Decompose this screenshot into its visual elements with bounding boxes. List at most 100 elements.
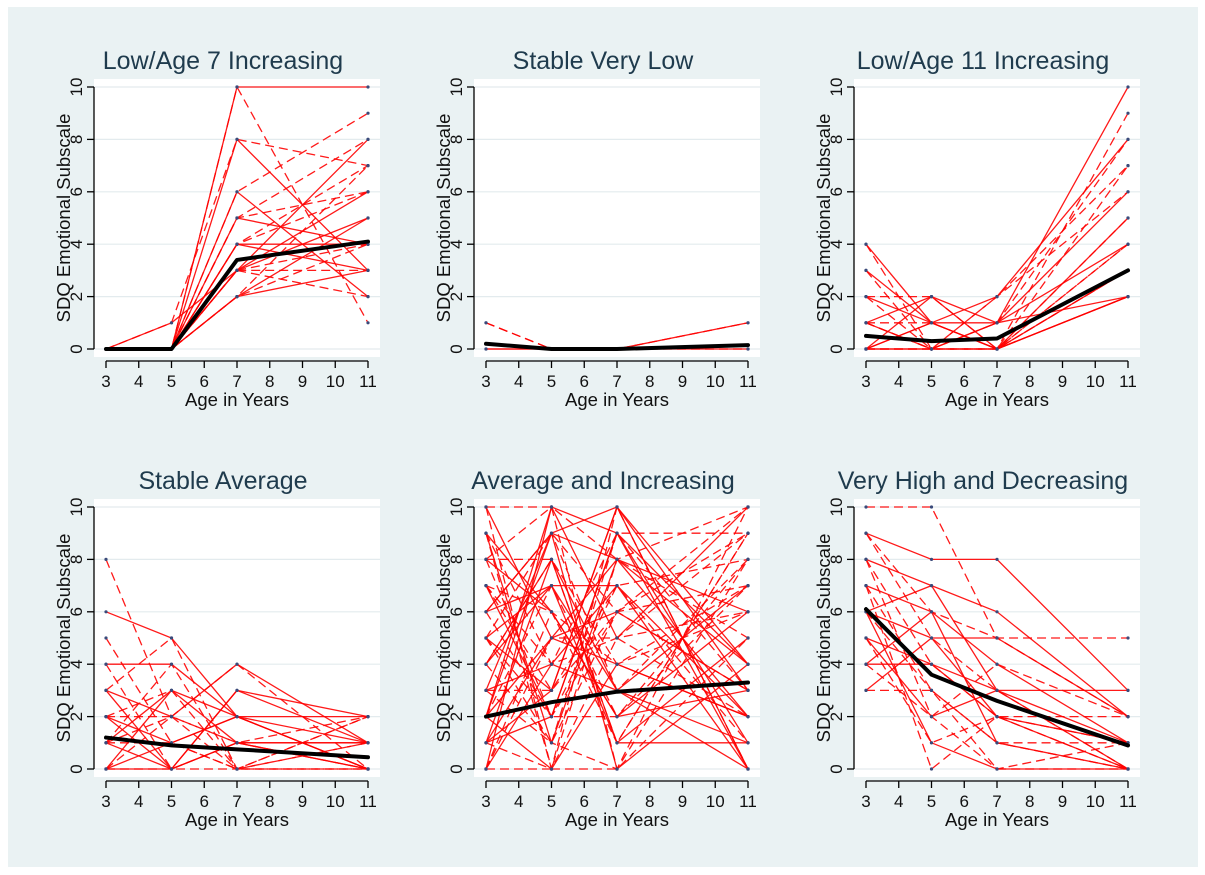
- individual-trajectory-line: [485, 533, 749, 771]
- individual-point: [169, 321, 174, 325]
- y-tick-label: 0: [827, 764, 846, 773]
- individual-point: [1126, 295, 1130, 299]
- individual-point: [864, 242, 868, 246]
- panel-title: Low/Age 11 Increasing: [857, 47, 1109, 75]
- individual-trajectory-line: [865, 611, 1128, 770]
- y-tick-label: 10: [447, 78, 466, 97]
- x-tick-label: 5: [167, 792, 176, 811]
- individual-point: [169, 636, 174, 640]
- y-tick-label: 10: [447, 498, 466, 517]
- individual-point: [995, 688, 999, 693]
- individual-point: [484, 688, 488, 693]
- individual-point: [549, 505, 554, 509]
- x-tick-label: 5: [547, 792, 556, 811]
- panel-2: Stable Very Low 0 2 4 6 8 10 3 4 5 6 7 8 9 10 11 Age in …: [433, 47, 760, 410]
- x-tick-label: 7: [612, 372, 621, 391]
- individual-point: [864, 531, 868, 535]
- individual-trajectory-line: [865, 243, 1129, 324]
- individual-point: [995, 347, 999, 351]
- mean-trajectory-line: [484, 341, 750, 351]
- individual-point: [366, 85, 370, 89]
- y-tick-label: 0: [67, 344, 86, 353]
- individual-point: [1126, 137, 1130, 141]
- panel-6: Very High and Decreasing 0 2 4 6 8 10 3 4 5 6 7 8 9 10…: [813, 467, 1140, 830]
- individual-point: [1126, 688, 1130, 693]
- y-tick-label: 0: [67, 764, 86, 773]
- x-tick-label: 11: [359, 372, 377, 391]
- individual-point: [549, 715, 554, 719]
- x-tick-label: 9: [1058, 792, 1067, 811]
- y-tick-label: 6: [447, 607, 466, 616]
- individual-point: [366, 216, 370, 220]
- individual-point: [549, 557, 554, 562]
- individual-point: [746, 505, 750, 509]
- individual-point: [235, 662, 239, 666]
- individual-point: [929, 636, 934, 640]
- y-tick-label: 2: [827, 292, 846, 301]
- individual-point: [615, 531, 619, 535]
- individual-trajectory-line: [486, 558, 749, 666]
- individual-point: [995, 767, 999, 771]
- individual-point: [1126, 715, 1130, 719]
- y-tick-label: 6: [67, 187, 86, 196]
- individual-point: [746, 636, 750, 640]
- panel-5: Average and Increasing 0 2 4 6 8 10 3 4 5 6 7 8 9 10 11…: [433, 467, 760, 830]
- individual-point: [366, 190, 370, 194]
- individual-point: [484, 347, 488, 351]
- individual-point: [746, 767, 750, 771]
- x-tick-label: 6: [580, 792, 589, 811]
- y-tick-label: 10: [67, 78, 86, 97]
- individual-point: [235, 137, 239, 141]
- y-tick-label: 0: [447, 344, 466, 353]
- x-tick-label: 10: [326, 372, 345, 391]
- individual-point: [995, 662, 999, 666]
- plot-area: [474, 79, 760, 357]
- individual-point: [366, 111, 370, 115]
- x-tick-label: 11: [1119, 792, 1137, 811]
- individual-point: [235, 688, 239, 693]
- y-tick-label: 10: [67, 498, 86, 517]
- individual-point: [484, 557, 488, 562]
- individual-point: [615, 662, 619, 666]
- individual-point: [169, 688, 174, 693]
- individual-point: [615, 636, 619, 640]
- x-axis-label: Age in Years: [945, 389, 1049, 410]
- individual-point: [549, 767, 554, 771]
- individual-point: [366, 715, 370, 719]
- y-tick-label: 2: [67, 712, 86, 721]
- individual-trajectory-line: [866, 243, 1129, 350]
- individual-point: [995, 715, 999, 719]
- individual-point: [235, 268, 239, 272]
- individual-point: [864, 295, 868, 299]
- y-tick-label: 8: [447, 135, 466, 144]
- y-axis-label: SDQ Emotional Subscale: [53, 534, 74, 743]
- x-tick-label: 6: [580, 372, 589, 391]
- x-tick-label: 6: [960, 792, 969, 811]
- x-tick-label: 4: [894, 372, 903, 391]
- individual-point: [929, 584, 934, 588]
- x-tick-label: 5: [547, 372, 556, 391]
- x-tick-label: 3: [481, 372, 490, 391]
- x-tick-label: 9: [678, 372, 687, 391]
- individual-point: [864, 321, 868, 325]
- individual-point: [169, 662, 174, 666]
- individual-point: [235, 767, 239, 771]
- x-tick-label: 3: [101, 792, 110, 811]
- x-tick-label: 6: [200, 372, 209, 391]
- y-tick-label: 2: [447, 292, 466, 301]
- individual-point: [549, 584, 554, 588]
- x-tick-label: 4: [134, 792, 143, 811]
- individual-point: [235, 216, 239, 220]
- individual-point: [549, 741, 554, 745]
- individual-point: [929, 662, 934, 666]
- individual-point: [104, 767, 108, 771]
- y-tick-label: 8: [827, 135, 846, 144]
- individual-point: [746, 715, 750, 719]
- individual-point: [995, 741, 999, 745]
- x-tick-label: 8: [265, 792, 274, 811]
- y-axis-label: SDQ Emotional Subscale: [813, 114, 834, 323]
- individual-point: [615, 741, 619, 745]
- individual-point: [104, 557, 108, 562]
- mean-trajectory-line: [864, 268, 1130, 344]
- individual-trajectory-line: [865, 558, 1129, 718]
